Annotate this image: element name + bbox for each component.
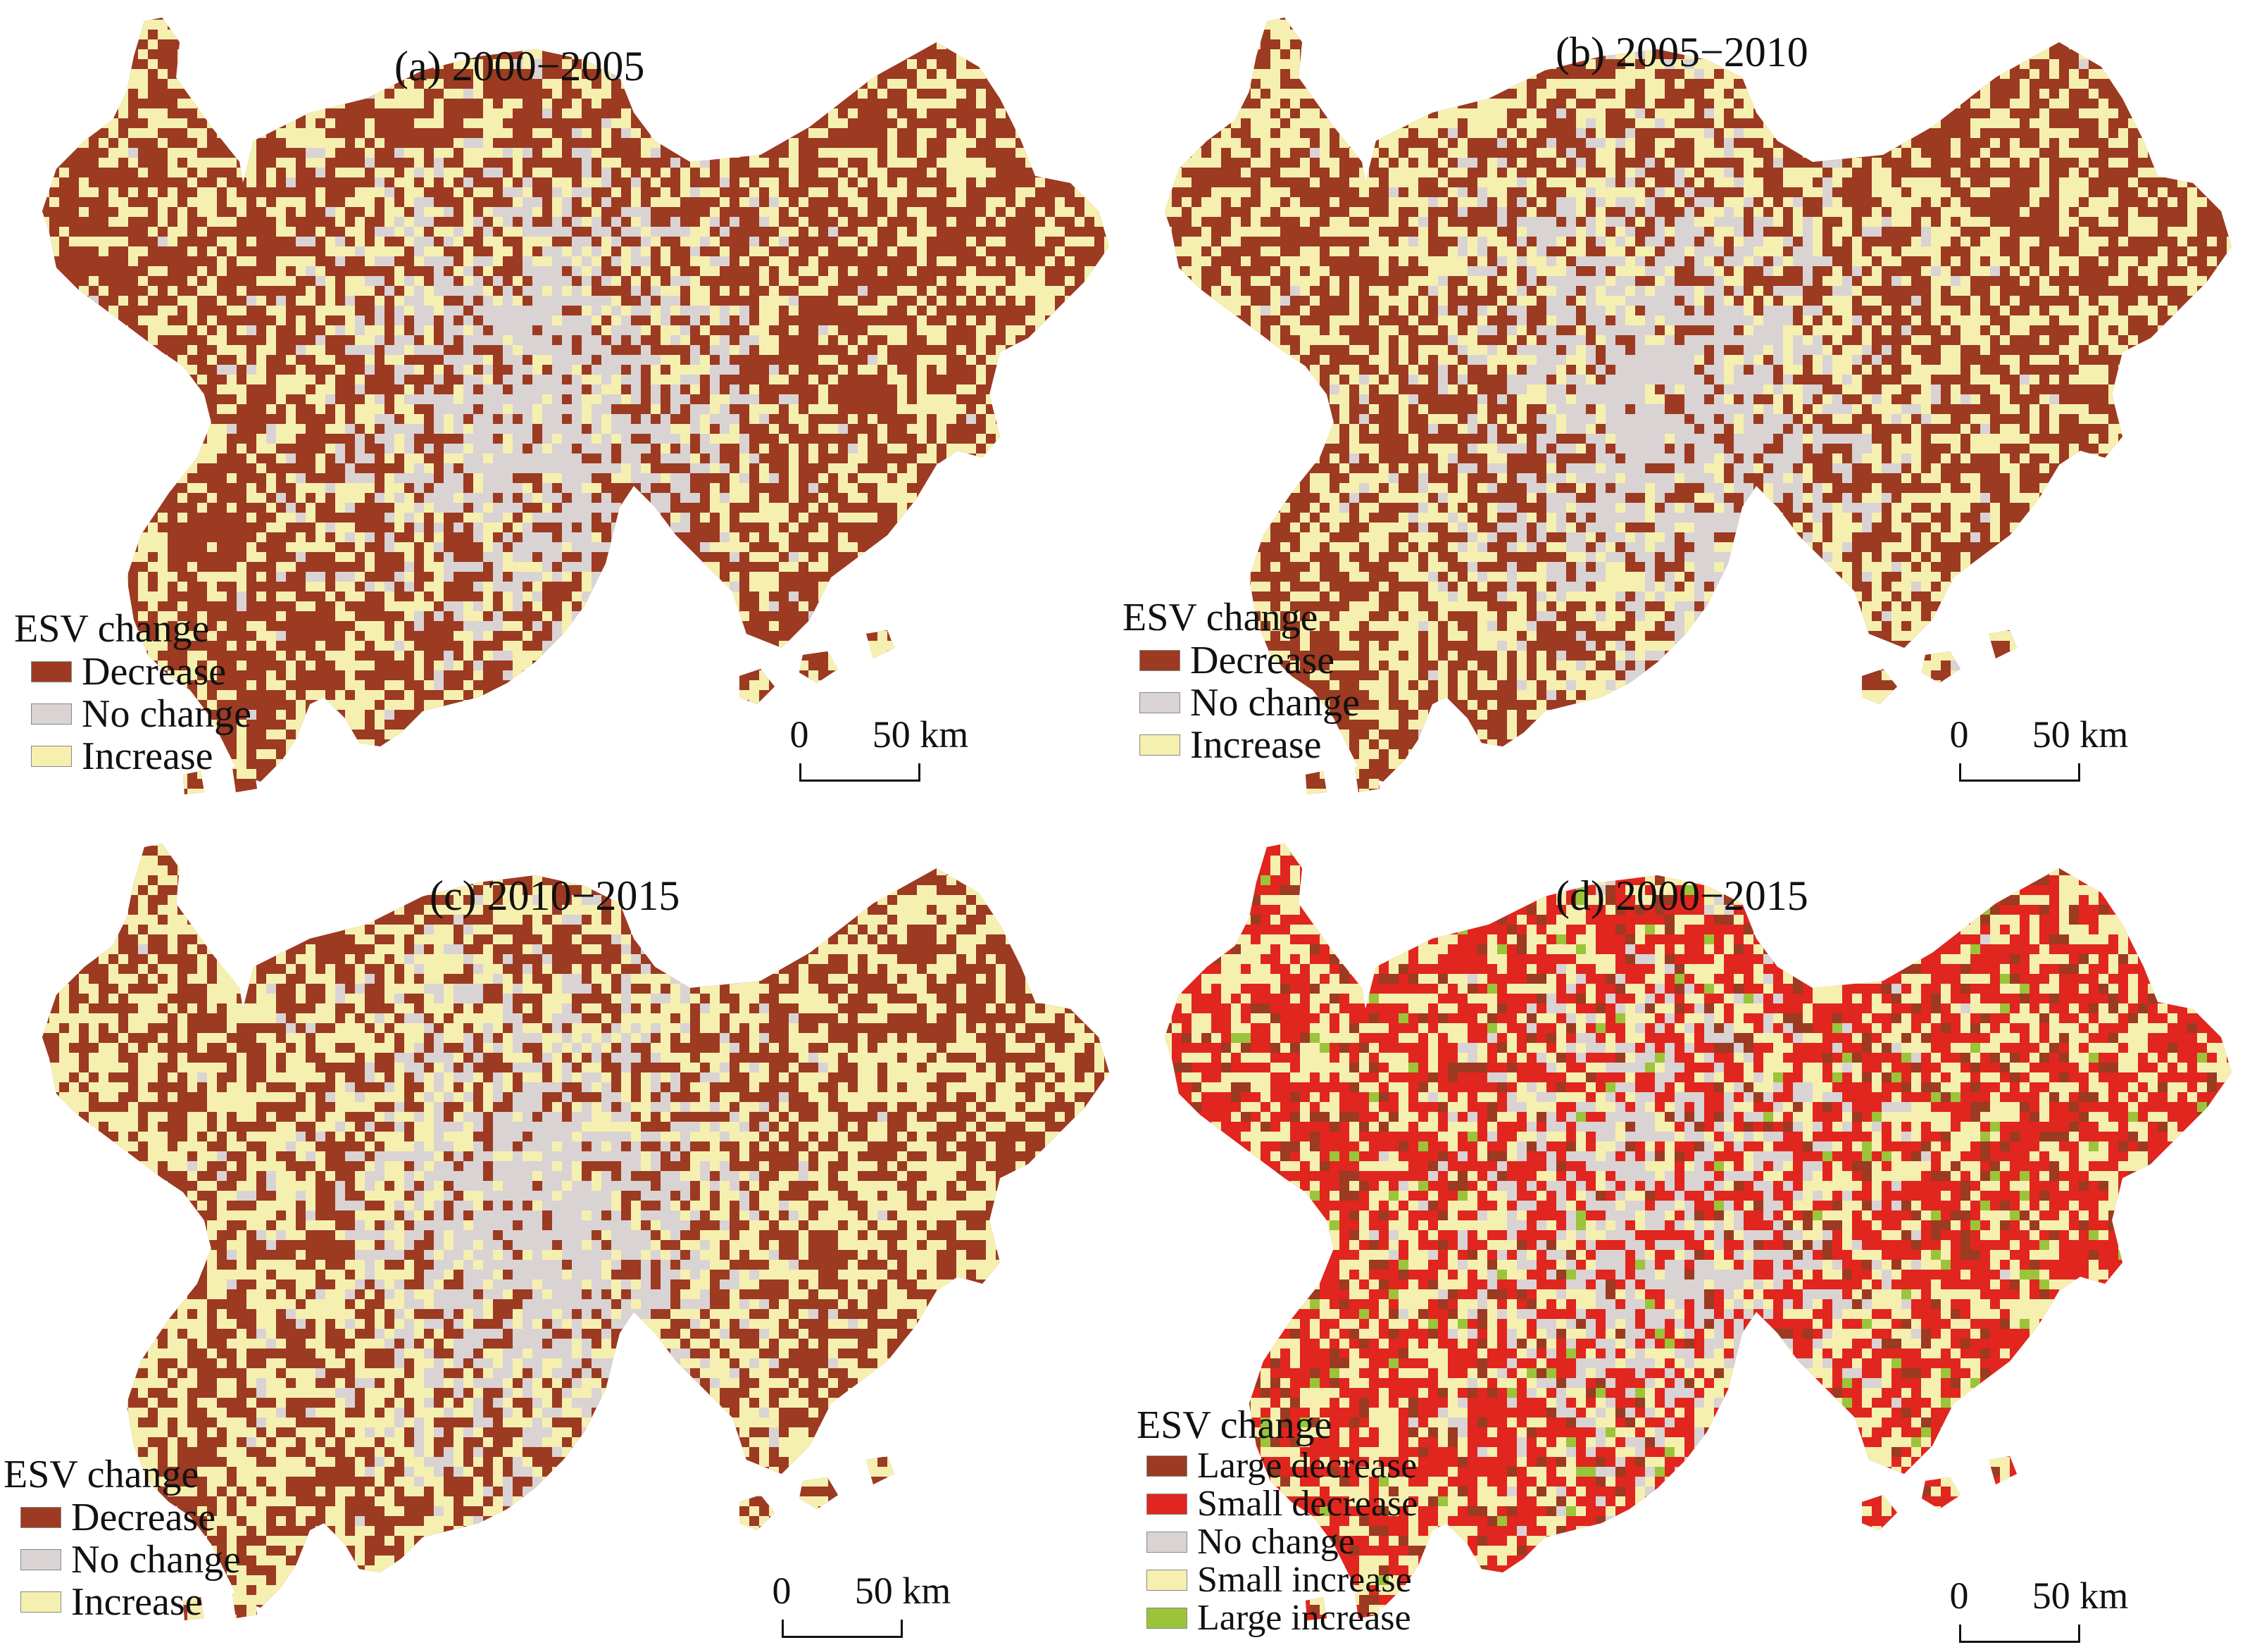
legend-label: Small decrease: [1197, 1485, 1418, 1523]
legend-label: No change: [71, 1539, 241, 1581]
scale-bar-line: [1959, 763, 2080, 782]
legend-swatch: [1146, 1532, 1187, 1553]
scale-bar: 0 50 km: [1950, 1574, 2128, 1651]
legend-label: Large decrease: [1197, 1447, 1417, 1485]
legend-label: Increase: [71, 1581, 203, 1623]
legend-item-no-change: No change: [1045, 1523, 1418, 1561]
scale-distance-label: 50 km: [873, 713, 969, 756]
legend-label: Small increase: [1197, 1561, 1412, 1599]
legend: ESV change Decrease No change Increase: [1122, 596, 1360, 766]
legend-item-small-increase: Small increase: [1045, 1561, 1418, 1599]
legend-label: No change: [1197, 1523, 1355, 1561]
legend: ESV change Decrease No change Increase: [14, 607, 251, 777]
panel-title: (d) 2000−2015: [1556, 872, 1808, 920]
scale-zero-label: 0: [773, 1569, 792, 1613]
legend-swatch: [31, 703, 72, 725]
scale-bar: 0 50 km: [773, 1569, 951, 1646]
legend-label: No change: [1190, 682, 1360, 724]
map-raster: [1165, 844, 2232, 1620]
legend-swatch: [1139, 734, 1180, 756]
legend-item-decrease: Decrease: [4, 1496, 241, 1539]
legend-item-no-change: No change: [4, 1539, 241, 1581]
scale-bar-line: [1959, 1625, 2080, 1643]
map-panel-b: (b) 2005−2010 ESV change Decrease No cha…: [1122, 0, 2245, 826]
legend-swatch: [20, 1549, 61, 1570]
panel-title: (c) 2010−2015: [430, 872, 680, 920]
legend-label: Decrease: [1190, 639, 1334, 682]
legend-item-no-change: No change: [1122, 682, 1360, 724]
scale-distance-label: 50 km: [2032, 1574, 2129, 1617]
map-raster: [42, 844, 1109, 1620]
legend-label: Increase: [82, 735, 213, 777]
legend-item-small-decrease: Small decrease: [1045, 1485, 1418, 1523]
scale-distance-label: 50 km: [2032, 713, 2129, 756]
map-panel-a: (a) 2000−2005 ESV change Decrease No cha…: [0, 0, 1122, 826]
map-raster: [1165, 18, 2232, 794]
legend-item-decrease: Decrease: [14, 651, 251, 693]
legend-item-increase: Increase: [14, 735, 251, 777]
legend-swatch: [20, 1591, 61, 1613]
scale-distance-label: 50 km: [855, 1569, 951, 1613]
legend-item-increase: Increase: [1122, 724, 1360, 766]
legend-item-decrease: Decrease: [1122, 639, 1360, 682]
legend-swatch: [31, 746, 72, 767]
map-panel-d: (d) 2000−2015 ESV change Large decrease …: [1122, 826, 2245, 1652]
map-panel-c: (c) 2010−2015 ESV change Decrease No cha…: [0, 826, 1122, 1652]
legend-swatch: [1146, 1608, 1187, 1629]
scale-zero-label: 0: [1950, 713, 1969, 756]
scale-bar: 0 50 km: [1950, 713, 2128, 790]
scale-zero-label: 0: [1950, 1574, 1969, 1617]
legend-label: Decrease: [82, 651, 226, 693]
legend-label: No change: [82, 693, 251, 735]
legend-swatch: [1146, 1494, 1187, 1515]
scale-zero-label: 0: [790, 713, 809, 756]
legend: ESV change Large decrease Small decrease…: [1045, 1403, 1418, 1637]
legend-swatch: [1139, 650, 1180, 671]
legend-swatch: [1146, 1570, 1187, 1591]
legend-label: Large increase: [1197, 1599, 1411, 1637]
legend-item-increase: Increase: [4, 1581, 241, 1623]
legend-item-large-decrease: Large decrease: [1045, 1447, 1418, 1485]
legend-title: ESV change: [4, 1453, 241, 1496]
legend-label: Increase: [1190, 724, 1322, 766]
legend-swatch: [20, 1507, 61, 1528]
scale-bar: 0 50 km: [790, 713, 968, 790]
legend-title: ESV change: [14, 607, 251, 651]
scale-bar-line: [799, 763, 920, 782]
panel-title: (b) 2005−2010: [1556, 28, 1808, 77]
legend-title: ESV change: [1122, 596, 1360, 639]
legend-title: ESV change: [1045, 1403, 1418, 1447]
legend-swatch: [1146, 1456, 1187, 1477]
panel-title: (a) 2000−2005: [394, 42, 644, 91]
scale-bar-line: [782, 1620, 903, 1638]
legend: ESV change Decrease No change Increase: [4, 1453, 241, 1623]
legend-swatch: [1139, 692, 1180, 713]
legend-item-no-change: No change: [14, 693, 251, 735]
map-raster: [42, 18, 1109, 794]
legend-item-large-increase: Large increase: [1045, 1599, 1418, 1637]
legend-label: Decrease: [71, 1496, 215, 1539]
legend-swatch: [31, 661, 72, 682]
